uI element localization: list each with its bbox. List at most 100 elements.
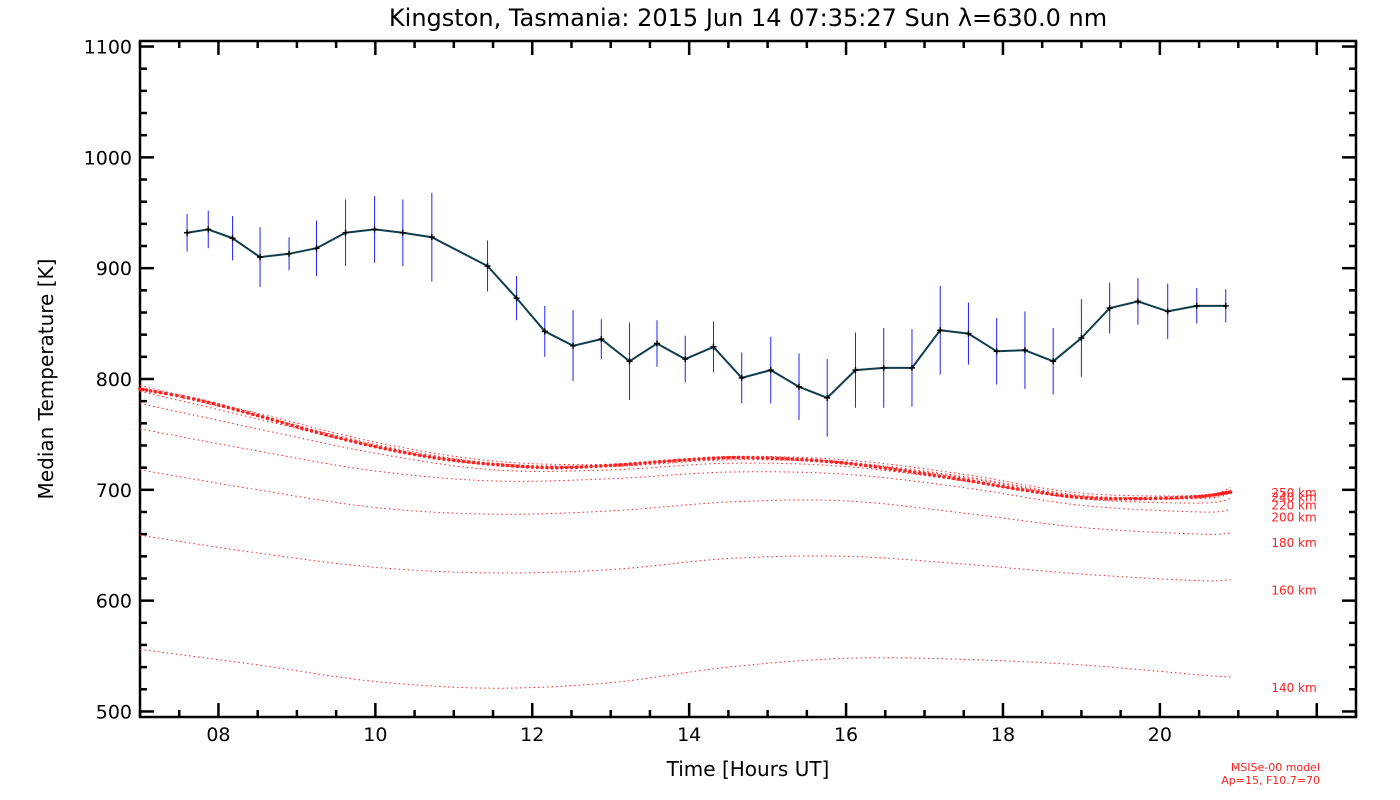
model-highlight-point <box>368 443 373 448</box>
model-highlight-point <box>633 461 637 466</box>
model-highlight-point <box>255 413 260 418</box>
data-point <box>710 343 717 350</box>
model-highlight-point <box>1153 496 1158 501</box>
model-curves <box>138 385 1233 689</box>
data-point <box>626 358 633 365</box>
model-highlight-point <box>1148 496 1153 501</box>
model-highlight-point <box>721 456 726 460</box>
model-highlight-point <box>290 423 294 428</box>
model-highlight-point <box>829 460 834 464</box>
y-tick-label: 500 <box>96 701 132 723</box>
model-highlight-point <box>555 465 559 470</box>
model-highlight-point <box>319 431 324 436</box>
model-highlight-point <box>545 465 549 470</box>
measurement-line <box>186 228 1226 399</box>
data-point <box>257 254 264 261</box>
model-highlight-point <box>839 460 843 465</box>
data-point <box>682 356 689 363</box>
model-highlight-point <box>1179 495 1184 500</box>
model-highlight-point <box>246 411 250 415</box>
y-axis-label: Median Temperature [K] <box>34 259 58 500</box>
model-highlight-point <box>344 437 348 442</box>
model-highlight-point <box>491 462 495 467</box>
model-highlight-point <box>961 478 966 482</box>
model-highlight-point <box>608 463 613 468</box>
model-highlight-point <box>231 407 235 411</box>
model-highlight-point <box>981 481 986 486</box>
x-tick-label: 20 <box>1148 724 1172 746</box>
plot-frame <box>138 39 1358 719</box>
model-highlight-point <box>525 465 530 469</box>
x-axis: 08 10 12 14 16 18 20 <box>138 41 1358 746</box>
model-highlight-point <box>1138 496 1143 501</box>
model-highlight-point <box>1084 496 1089 500</box>
model-highlight-point <box>496 462 500 467</box>
model-highlight-point <box>726 455 731 460</box>
x-tick-label: 16 <box>834 724 858 746</box>
model-highlight-point <box>594 464 598 469</box>
model-highlight-point <box>221 404 226 408</box>
data-point <box>541 328 548 335</box>
data-point <box>824 394 831 401</box>
measurement-series <box>184 192 1229 437</box>
model-highlight-point <box>716 456 721 460</box>
model-highlight-point <box>863 463 868 468</box>
model-highlight-point <box>486 462 490 466</box>
model-highlight-point <box>236 408 240 413</box>
model-highlight-point <box>922 472 927 476</box>
model-highlight-point <box>1189 495 1193 499</box>
model-highlight-point <box>163 391 168 396</box>
model-highlight-point <box>1193 494 1197 499</box>
model-highlight-point <box>447 457 451 462</box>
model-highlight-point <box>643 461 647 465</box>
model-highlight-point <box>1094 496 1098 501</box>
model-highlight-point <box>775 456 780 461</box>
model-highlight-point <box>1128 497 1133 501</box>
model-highlight-point <box>917 471 922 475</box>
model-highlight-point <box>280 420 285 425</box>
data-point <box>371 226 378 233</box>
model-highlight-point <box>888 467 892 471</box>
model-highlight-point <box>687 457 691 462</box>
model-highlight-point <box>407 451 412 456</box>
model-highlight-point <box>501 463 505 467</box>
model-highlight-point <box>795 457 799 462</box>
x-tick-label: 08 <box>206 724 230 746</box>
model-highlight-point <box>148 389 153 393</box>
model-highlight-point <box>452 458 456 463</box>
data-point <box>598 336 605 343</box>
model-highlight-point <box>388 447 392 452</box>
model-highlight-point <box>158 390 163 395</box>
model-highlight-point <box>191 397 196 401</box>
model-highlight-point <box>275 419 280 423</box>
model-highlight-point <box>1011 486 1015 491</box>
model-curve <box>139 469 1231 535</box>
model-highlight-point <box>584 465 588 469</box>
model-highlight-point <box>800 457 804 462</box>
model-highlight-point <box>908 469 912 474</box>
data-point <box>738 374 745 381</box>
model-curve <box>139 387 1231 499</box>
model-highlight-point <box>1204 494 1209 498</box>
model-altitude-label: 180 km <box>1271 536 1316 550</box>
model-highlight-point <box>363 442 368 447</box>
model-highlight-point <box>971 479 976 484</box>
model-highlight-point <box>1118 497 1123 501</box>
model-curve <box>139 648 1231 689</box>
model-highlight-point <box>353 440 358 444</box>
model-highlight-point <box>153 389 158 394</box>
data-point <box>965 330 972 337</box>
model-highlight-point <box>814 458 819 463</box>
model-highlight-point <box>760 456 765 460</box>
model-altitude-label: 240 km <box>1271 491 1316 505</box>
model-highlight-point <box>226 405 231 410</box>
model-highlight-point <box>270 417 275 422</box>
model-highlight-point <box>893 467 897 472</box>
model-highlight-point <box>574 465 579 470</box>
model-highlight-point <box>393 448 397 453</box>
model-highlight-point <box>1089 496 1093 501</box>
model-highlight-point <box>510 464 515 468</box>
model-highlight-point <box>530 465 535 469</box>
model-highlight-point <box>707 456 711 461</box>
